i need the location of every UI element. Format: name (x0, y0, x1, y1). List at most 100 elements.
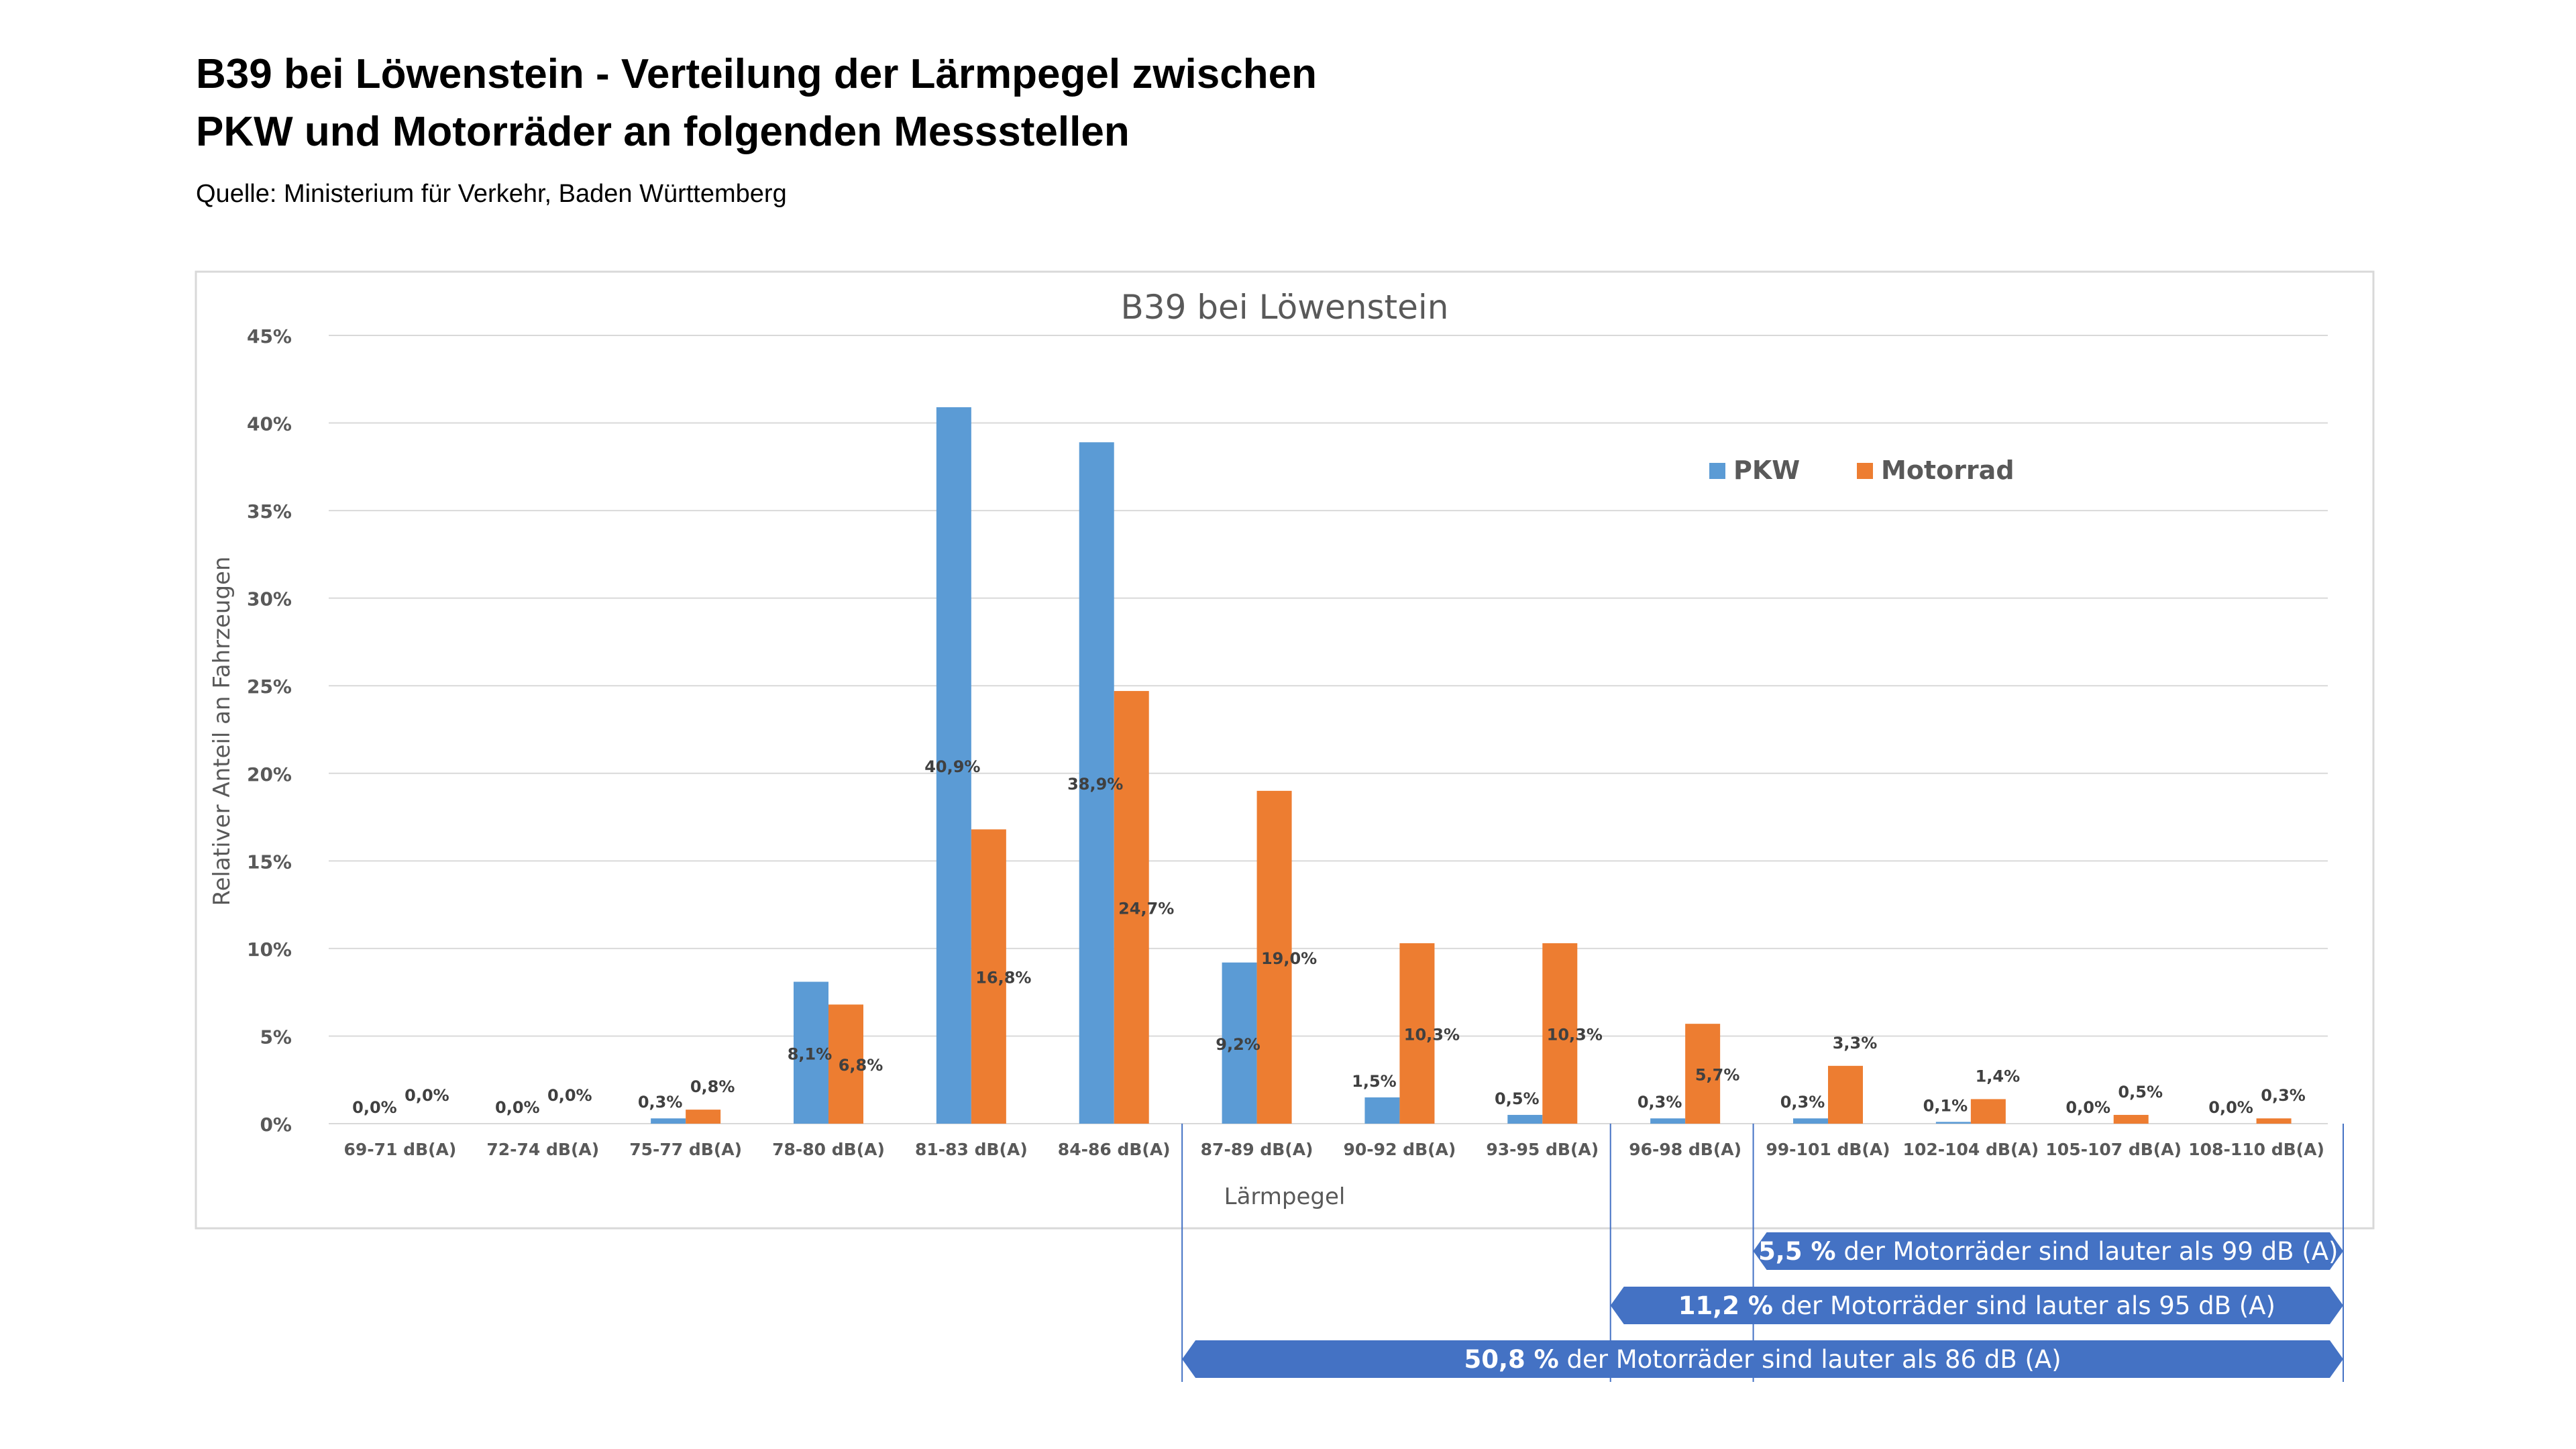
annotation-rest: der Motorräder sind lauter als 86 dB (A) (1559, 1345, 2061, 1374)
y-tick-label: 20% (247, 763, 292, 786)
legend-swatch (1709, 463, 1725, 479)
y-tick-label: 5% (260, 1026, 292, 1048)
data-label-motorrad: 1,4% (1976, 1067, 2021, 1085)
x-tick-label: 75-77 dB(A) (629, 1140, 742, 1159)
y-tick-label: 0% (260, 1114, 292, 1136)
data-label-pkw: 9,2% (1216, 1035, 1260, 1054)
data-label-pkw: 40,9% (924, 757, 980, 776)
data-label-motorrad: 0,3% (2261, 1086, 2306, 1105)
bar-pkw (1079, 442, 1114, 1124)
y-tick-label: 45% (247, 325, 292, 347)
annotation-arrow (1610, 1287, 2343, 1324)
x-tick-label: 69-71 dB(A) (344, 1140, 457, 1159)
annotation-rest: der Motorräder sind lauter als 95 dB (A) (1773, 1291, 2275, 1320)
bar-pkw (1222, 962, 1257, 1124)
data-label-pkw: 38,9% (1067, 775, 1123, 794)
bar-motorrad (1542, 943, 1578, 1124)
bar-pkw (651, 1118, 686, 1124)
data-label-pkw: 0,5% (1495, 1089, 1540, 1108)
annotation-rest: der Motorräder sind lauter als 99 dB (A) (1836, 1237, 2339, 1266)
x-tick-label: 78-80 dB(A) (772, 1140, 885, 1159)
data-labels: 0,0% 0,0% 0,0% 0,0% 0,3% 0,8% 8,1% 6,8% 40,9% 16,… (352, 757, 2306, 1117)
data-label-motorrad: 0,8% (690, 1077, 735, 1096)
x-tick-label: 93-95 dB(A) (1486, 1140, 1599, 1159)
y-axis-label: Relativer Anteil an Fahrzeugen (209, 556, 235, 906)
annotation-percent: 5,5 % (1758, 1237, 1836, 1266)
data-label-motorrad: 0,0% (547, 1086, 592, 1105)
bar-pkw (1650, 1118, 1686, 1124)
bar-motorrad (1399, 943, 1435, 1124)
data-label-motorrad: 0,0% (405, 1086, 449, 1105)
x-tick-label: 108-110 dB(A) (2188, 1140, 2324, 1159)
x-axis-label: Lärmpegel (1224, 1183, 1346, 1210)
data-label-motorrad: 24,7% (1118, 900, 1174, 918)
data-label-pkw: 1,5% (1352, 1072, 1397, 1091)
y-tick-label: 10% (247, 938, 292, 961)
page-title: B39 bei Löwenstein - Verteilung der Lärm… (196, 46, 1317, 161)
annotation-percent: 11,2 % (1678, 1291, 1773, 1320)
legend-swatch (1857, 463, 1873, 479)
data-label-motorrad: 16,8% (975, 969, 1031, 987)
data-label-motorrad: 0,5% (2118, 1083, 2163, 1102)
bar-motorrad (1256, 790, 1292, 1124)
data-label-pkw: 0,1% (1923, 1096, 1968, 1115)
y-tick-label: 35% (247, 500, 292, 523)
x-tick-label: 72-74 dB(A) (486, 1140, 599, 1159)
bar-motorrad (1828, 1065, 1863, 1124)
data-label-motorrad: 3,3% (1833, 1034, 1878, 1053)
data-label-pkw: 0,3% (1638, 1093, 1682, 1112)
annotation-arrow (1753, 1232, 2343, 1270)
data-label-pkw: 0,0% (2065, 1098, 2110, 1117)
x-tick-label: 87-89 dB(A) (1201, 1140, 1313, 1159)
data-label-pkw: 8,1% (788, 1044, 833, 1063)
data-label-pkw: 0,3% (1780, 1093, 1825, 1112)
data-label-pkw: 0,0% (2208, 1098, 2253, 1117)
data-label-motorrad: 6,8% (839, 1056, 883, 1075)
annotation-text: 5,5 % der Motorräder sind lauter als 99 … (1758, 1237, 2338, 1266)
bar-pkw (1507, 1114, 1543, 1124)
data-label-pkw: 0,0% (495, 1098, 540, 1117)
bar-motorrad (686, 1110, 721, 1124)
bar-motorrad (1685, 1024, 1721, 1124)
data-label-motorrad: 5,7% (1695, 1066, 1740, 1085)
y-tick-label: 15% (247, 851, 292, 873)
bar-motorrad (1970, 1099, 2006, 1124)
bar-pkw (936, 407, 971, 1124)
x-tick-label: 84-86 dB(A) (1058, 1140, 1171, 1159)
bar-pkw (794, 981, 828, 1124)
page-title-line-1: B39 bei Löwenstein - Verteilung der Lärm… (196, 51, 1317, 97)
x-axis: 69-71 dB(A) 72-74 dB(A) 75-77 dB(A) 78-80 d… (344, 1140, 2324, 1159)
annotation-text: 11,2 % der Motorräder sind lauter als 95… (1678, 1291, 2275, 1320)
x-tick-label: 105-107 dB(A) (2045, 1140, 2182, 1159)
bar-motorrad (2256, 1118, 2292, 1124)
data-label-pkw: 0,3% (638, 1093, 683, 1112)
data-label-motorrad: 10,3% (1547, 1026, 1603, 1044)
x-tick-label: 90-92 dB(A) (1344, 1140, 1456, 1159)
bar-pkw (1793, 1118, 1828, 1124)
x-tick-label: 96-98 dB(A) (1629, 1140, 1741, 1159)
x-tick-label: 99-101 dB(A) (1766, 1140, 1890, 1159)
annotations: 5,5 % der Motorräder sind lauter als 99 … (1181, 1124, 2344, 1382)
y-tick-label: 40% (247, 413, 292, 435)
bar-motorrad (971, 829, 1006, 1124)
bar-pkw (1364, 1097, 1400, 1124)
bar-motorrad (2113, 1114, 2149, 1124)
x-tick-label: 102-104 dB(A) (1903, 1140, 2039, 1159)
bar-motorrad (1114, 691, 1149, 1124)
y-axis: 0% 5% 10% 15% 20% 25% 30% 35% 40% 45% (247, 325, 292, 1136)
bar-pkw (1935, 1122, 1971, 1124)
legend: PKW Motorrad (1709, 455, 2015, 485)
data-label-motorrad: 19,0% (1261, 949, 1317, 968)
annotation-text: 50,8 % der Motorräder sind lauter als 86… (1464, 1345, 2061, 1374)
legend-label: Motorrad (1881, 455, 2015, 485)
data-label-motorrad: 10,3% (1404, 1026, 1460, 1044)
x-tick-label: 81-83 dB(A) (915, 1140, 1028, 1159)
legend-label: PKW (1733, 455, 1800, 485)
page-title-line-2: PKW und Motorräder an folgenden Messstel… (196, 109, 1130, 155)
y-tick-label: 30% (247, 588, 292, 610)
y-tick-label: 25% (247, 676, 292, 698)
bars (651, 407, 2292, 1124)
chart-title: B39 bei Löwenstein (1120, 288, 1448, 327)
data-label-pkw: 0,0% (352, 1098, 397, 1117)
